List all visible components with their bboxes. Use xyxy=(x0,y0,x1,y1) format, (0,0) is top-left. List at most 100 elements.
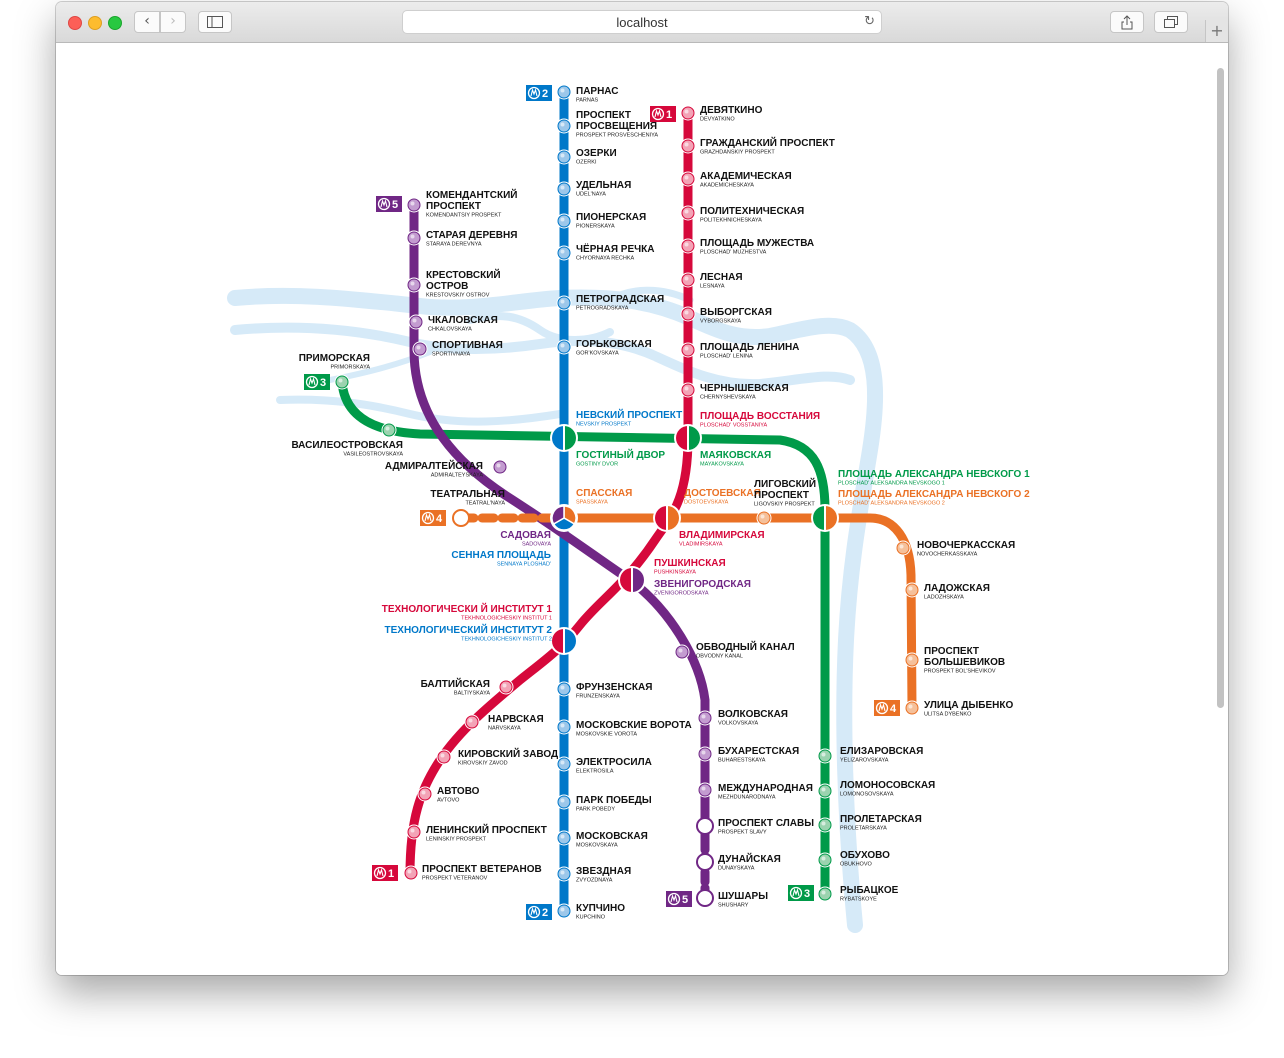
station-lesnaya-marker[interactable] xyxy=(681,273,695,287)
station-park-pobedy-marker[interactable] xyxy=(557,795,571,809)
station-moskovskaya-marker[interactable] xyxy=(557,831,571,845)
station-obvodny-kanal-marker[interactable] xyxy=(675,645,689,659)
station-primorskaya-marker[interactable] xyxy=(335,375,349,389)
metro-logo-icon xyxy=(377,197,391,211)
station-prospekt-slavy-marker[interactable] xyxy=(696,817,714,835)
station-chkalovskaya-marker[interactable] xyxy=(409,315,423,329)
station-name-ru: ВАСИЛЕОСТРОВСКАЯ xyxy=(291,440,403,451)
station-obukhovo-marker[interactable] xyxy=(818,853,832,867)
station-avtovo-marker[interactable] xyxy=(418,787,432,801)
station-grazhdanskiy-prospekt-marker[interactable] xyxy=(681,139,695,153)
transfer-aleksandra-nevskogo-right-half[interactable] xyxy=(825,506,837,530)
forward-button[interactable]: › xyxy=(160,11,186,33)
station-sportivnaya-marker[interactable] xyxy=(413,342,427,356)
station-name-lat: SPASSKAYA xyxy=(576,500,608,506)
station-volkovskaya-marker[interactable] xyxy=(698,711,712,725)
station-zvyozdnaya-marker[interactable] xyxy=(557,867,571,881)
station-ligovskiy-prospekt-marker[interactable] xyxy=(757,511,771,525)
station-name-lat: PROSPEKT SLAVY xyxy=(718,830,767,836)
station-ladozhskaya-marker[interactable] xyxy=(905,583,919,597)
station-novocherkasskaya-marker[interactable] xyxy=(896,541,910,555)
river-branch xyxy=(276,395,564,426)
transfer-vosstaniya-mayakovskaya-right-half[interactable] xyxy=(688,426,700,450)
station-name-ru: МАЯКОВСКАЯ xyxy=(700,450,771,461)
transfer-nevsky-gostiny-right-half[interactable] xyxy=(564,426,576,450)
station-chernyshevskaya-marker[interactable] xyxy=(681,383,695,397)
station-name-lat: SPORTIVNAYA xyxy=(432,352,471,358)
back-button[interactable]: ‹ xyxy=(134,11,160,33)
station-ulitsa-dybenko-marker[interactable] xyxy=(905,701,919,715)
transfer-aleksandra-nevskogo-left-half[interactable] xyxy=(813,506,825,530)
station-frunzenskaya-marker[interactable] xyxy=(557,682,571,696)
new-tab-button[interactable]: + xyxy=(1205,20,1228,42)
station-rybatskoye-marker[interactable] xyxy=(818,887,832,901)
station-krestovskiy-ostrov-marker[interactable] xyxy=(407,278,421,292)
station-petrogradskaya-marker[interactable] xyxy=(557,296,571,310)
station-prospekt-prosvescheniya-marker[interactable] xyxy=(557,119,571,133)
station-parnas-marker[interactable] xyxy=(557,85,571,99)
station-gor-kovskaya-marker[interactable] xyxy=(557,340,571,354)
station-chyornaya-rechka-marker[interactable] xyxy=(557,246,571,260)
line-1-badge: 1 xyxy=(650,106,676,122)
transfer-vladimirskaya-dostoevskaya-right-half[interactable] xyxy=(667,506,679,530)
station-kirovskiy-zavod-marker[interactable] xyxy=(437,750,451,764)
station-kupchino-marker[interactable] xyxy=(557,904,571,918)
transfer-vladimirskaya-dostoevskaya-left-half[interactable] xyxy=(655,506,667,530)
station-shushary-marker[interactable] xyxy=(696,889,714,907)
station-vasileostrovskaya-marker[interactable] xyxy=(382,423,396,437)
station-buharestskaya-marker[interactable] xyxy=(698,747,712,761)
transfer-pushkinskaya-zvenigorodskaya-right-half[interactable] xyxy=(632,568,644,592)
station-name-lat: PUSHKINSKAYA xyxy=(654,570,696,576)
transfer-tekhnologichesky-institut-left-half[interactable] xyxy=(552,629,564,653)
station-pionerskaya-marker[interactable] xyxy=(557,214,571,228)
station-prospekt-veteranov-marker[interactable] xyxy=(404,866,418,880)
station-vyborgskaya-marker[interactable] xyxy=(681,307,695,321)
station-staraya-derevnya-marker[interactable] xyxy=(407,231,421,245)
station-leninskiy-prospekt-marker[interactable] xyxy=(407,825,421,839)
station-elektrosila-marker[interactable] xyxy=(557,757,571,771)
station-udel-naya-marker[interactable] xyxy=(557,182,571,196)
station-admiralteyskaya-marker[interactable] xyxy=(493,460,507,474)
station-mezhdunarodnaya-marker[interactable] xyxy=(698,783,712,797)
station-lomonosovskaya-marker[interactable] xyxy=(818,784,832,798)
tabs-overview-button[interactable] xyxy=(1154,11,1188,33)
station-baltiyskaya-marker[interactable] xyxy=(499,680,513,694)
station-proletarskaya-marker[interactable] xyxy=(818,818,832,832)
station-yelizarovskaya-marker[interactable] xyxy=(818,749,832,763)
station-ploschad-muzhestva-marker[interactable] xyxy=(681,239,695,253)
station-narvskaya-marker[interactable] xyxy=(465,715,479,729)
station-ploschad-lenina-marker[interactable] xyxy=(681,343,695,357)
reload-icon[interactable]: ↻ xyxy=(864,14,875,29)
address-bar[interactable]: localhost ↻ xyxy=(402,10,882,34)
close-window-button[interactable] xyxy=(68,16,82,30)
station-dunayskaya-marker[interactable] xyxy=(696,853,714,871)
station-komendantsiy-prospekt-marker[interactable] xyxy=(407,198,421,212)
station-akademicheskaya-marker[interactable] xyxy=(681,172,695,186)
vertical-scrollbar[interactable] xyxy=(1217,68,1224,708)
station-name-lat: DUNAYSKAYA xyxy=(718,866,755,872)
station-name-lat: NEVSKIY PROSPEKT xyxy=(576,422,632,428)
transfer-tekhnologichesky-institut-right-half[interactable] xyxy=(564,629,576,653)
transfer-vosstaniya-mayakovskaya-left-half[interactable] xyxy=(676,426,688,450)
transfer-pushkinskaya-zvenigorodskaya-left-half[interactable] xyxy=(620,568,632,592)
station-name-ru: ДУНАЙСКАЯ xyxy=(718,852,781,865)
station-teatral-naya-marker[interactable] xyxy=(452,509,470,527)
station-devyatkino-marker[interactable] xyxy=(681,106,695,120)
minimize-window-button[interactable] xyxy=(88,16,102,30)
sidebar-button[interactable] xyxy=(198,11,232,33)
metro-logo-m xyxy=(670,894,678,903)
station-name-ru: ОЗЕРКИ xyxy=(576,148,617,159)
maximize-window-button[interactable] xyxy=(108,16,122,30)
station-moskovskie-vorota-marker[interactable] xyxy=(557,720,571,734)
station-name-lat: TEKHNOLOGICHESKIY INSTITUT 2 xyxy=(461,637,552,643)
transfer-nevsky-gostiny-left-half[interactable] xyxy=(552,426,564,450)
station-ozerki-marker[interactable] xyxy=(557,150,571,164)
station-prospekt-bol-shevikov-marker[interactable] xyxy=(905,653,919,667)
share-button[interactable] xyxy=(1110,11,1144,33)
station-politekhnicheskaya-marker[interactable] xyxy=(681,206,695,220)
transfer-sadovaya-segment[interactable] xyxy=(551,505,565,526)
